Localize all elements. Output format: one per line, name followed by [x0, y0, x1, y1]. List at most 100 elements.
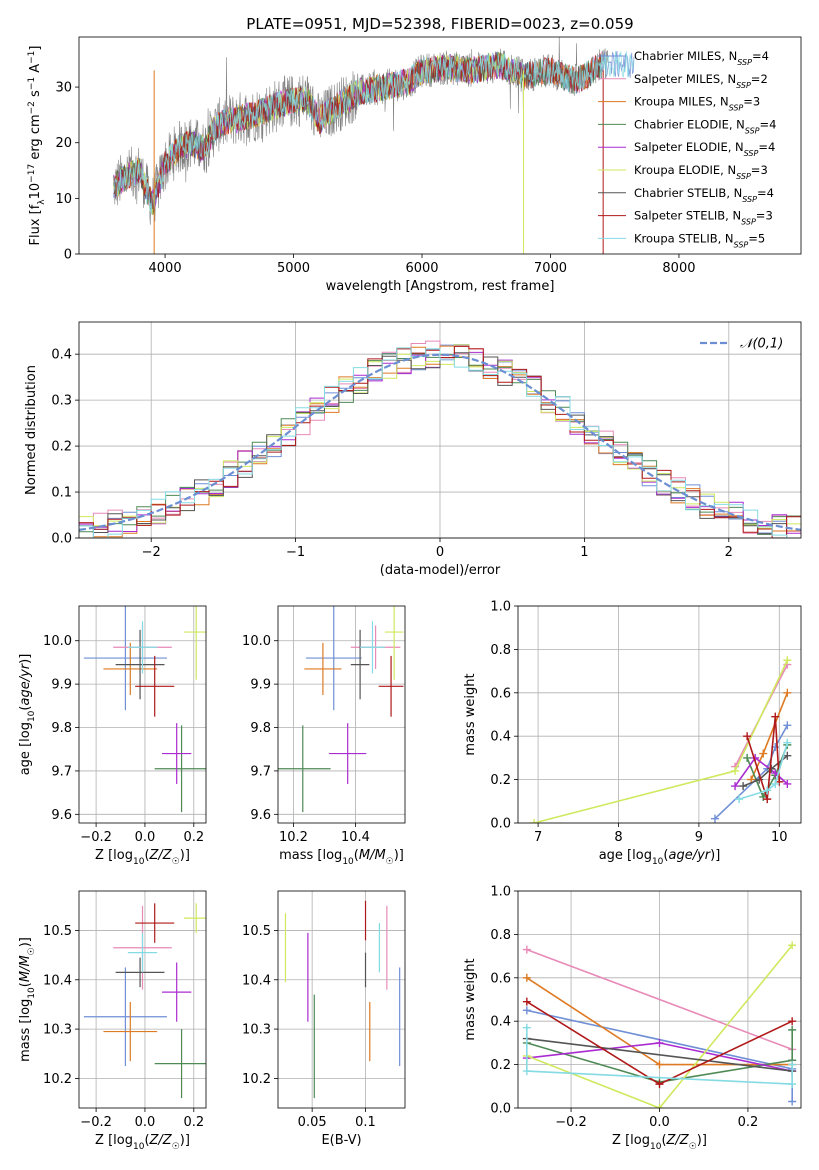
axes-frame: [78, 605, 207, 824]
errorbar-point: [378, 655, 404, 717]
x-tick-label: 0.0: [135, 1115, 156, 1130]
weight-marker: [522, 1023, 531, 1032]
x-axis-label: Z [log10(Z/Z☉)]: [95, 848, 190, 867]
errorbar-point: [127, 932, 158, 973]
weight-series-line: [526, 948, 793, 1051]
weight-marker: [731, 782, 740, 791]
x-axis-label: Z [log10(Z/Z☉)]: [612, 1133, 707, 1152]
legend-entry: Kroupa ELODIE, NSSP=3: [634, 163, 768, 181]
model-spectrum: [113, 51, 635, 215]
y-tick-label: 9.9: [250, 678, 271, 693]
plot-area: [113, 37, 635, 254]
y-tick-label: 10.3: [43, 1023, 72, 1038]
weight-marker: [788, 1080, 797, 1089]
weight-marker: [771, 712, 780, 721]
weight-series-line: [526, 1029, 793, 1083]
x-tick-label: 0.2: [183, 830, 204, 845]
errorbar-point: [162, 723, 192, 784]
x-axis-label: mass [log10(M/M☉)]: [279, 848, 404, 867]
weight-marker: [655, 1060, 664, 1069]
errorbar-point: [135, 903, 175, 943]
y-tick-label: 10: [55, 192, 72, 207]
x-tick-label: 6000: [405, 261, 438, 276]
y-tick-label: 10.5: [43, 924, 72, 939]
weight-vs-age-panel: 7 8 9 10 0.0 0.2 0.4 0.6 0.8 1.0 age [log10(age/yr…: [463, 600, 802, 867]
y-tick-label: 10.5: [242, 924, 271, 939]
legend-entry: 𝒩(0,1): [740, 337, 783, 352]
axes-frame: [78, 321, 802, 539]
errorbar-point: [83, 967, 167, 1067]
axes-frame: [517, 890, 802, 1109]
weight-marker: [788, 1025, 797, 1034]
x-tick-label: 7000: [534, 261, 567, 276]
weight-marker: [655, 1080, 664, 1089]
y-tick-label: 0.1: [51, 486, 72, 501]
errorbar-point: [162, 962, 192, 1022]
weight-marker: [522, 1067, 531, 1076]
x-axis-label: E(B-V): [321, 1133, 361, 1148]
errorbar-point: [350, 629, 370, 700]
weight-marker: [743, 753, 752, 762]
y-tick-label: 10.4: [43, 973, 72, 988]
x-tick-label: 0.0: [649, 1115, 670, 1130]
y-tick-label: 10.0: [242, 634, 271, 649]
plot-area: [530, 656, 792, 823]
errorbar-point: [83, 606, 167, 711]
weight-marker: [522, 945, 531, 954]
x-tick-label: 4000: [149, 261, 182, 276]
y-axis-label: mass [log10(M/M☉)]: [18, 937, 37, 1062]
y-tick-label: 9.6: [51, 808, 72, 823]
y-tick-label: 0.3: [51, 394, 72, 409]
legend-entry: Salpeter MILES, NSSP=2: [634, 72, 768, 90]
age-vs-mass-panel: 10.2 10.4 9.6 9.7 9.8 9.9 10.0 mass [log10(M/M☉…: [242, 605, 406, 867]
y-tick-label: 10.2: [43, 1072, 72, 1087]
weight-marker: [783, 779, 792, 788]
x-tick-label: −0.2: [80, 830, 112, 845]
x-tick-label: 0.2: [183, 1115, 204, 1130]
axes-frame: [277, 605, 406, 824]
y-tick-label: 9.7: [51, 764, 72, 779]
x-tick-label: −1: [286, 545, 305, 560]
y-tick-label: 0.2: [51, 440, 72, 455]
weight-marker: [522, 973, 531, 982]
axes-frame: [78, 890, 207, 1109]
y-axis-label: mass weight: [463, 958, 478, 1040]
weight-marker: [763, 786, 772, 795]
y-tick-label: 0.6: [490, 971, 511, 986]
normal-curve: [79, 353, 801, 531]
y-tick-label: 0.0: [490, 817, 511, 832]
weight-vs-metallicity-panel: −0.2 0.0 0.2 0.0 0.2 0.4 0.6 0.8 1.0 Z [log10(Z/Z…: [463, 885, 802, 1152]
plot-area: [79, 340, 801, 538]
x-tick-label: 0.2: [738, 1115, 759, 1130]
y-tick-label: 0.2: [490, 1058, 511, 1073]
errorbar-point: [154, 725, 206, 813]
plot-area: [522, 941, 797, 1108]
weight-marker: [655, 1104, 664, 1108]
y-axis-label: Flux [fλ10−17 erg cm−2 s−1 A−1]: [27, 46, 47, 246]
y-tick-label: 0.8: [490, 928, 511, 943]
errorbar-point: [184, 903, 206, 933]
weight-series-line: [746, 716, 781, 800]
x-axis-label: wavelength [Angstrom, rest frame]: [326, 279, 555, 294]
y-tick-label: 9.8: [51, 721, 72, 736]
x-tick-label: 8000: [662, 261, 695, 276]
x-tick-label: −0.2: [555, 1115, 587, 1130]
x-tick-label: 0.1: [355, 1115, 376, 1130]
weight-marker: [788, 1097, 797, 1106]
errorbar-point: [103, 1001, 158, 1062]
y-tick-label: 0.0: [490, 1102, 511, 1117]
x-axis-label: Z [log10(Z/Z☉)]: [95, 1133, 190, 1152]
errorbar-point: [360, 621, 385, 674]
weight-series-line: [738, 742, 789, 800]
legend-entry: Chabrier ELODIE, NSSP=4: [634, 117, 776, 135]
residual-histogram-step: [79, 347, 801, 538]
weight-marker: [783, 688, 792, 697]
x-axis-label: age [log10(age/yr)]: [599, 848, 721, 867]
age-vs-metallicity-panel: −0.2 0.0 0.2 9.6 9.7 9.8 9.9 10.0 Z [log10(Z/Z☉)…: [18, 605, 207, 867]
x-tick-label: 8: [614, 830, 622, 845]
weight-marker: [735, 795, 744, 804]
residual-histogram-panel: −2 −1 0 1 2 0.0 0.1 0.2 0.3 0.4 (data-model)/error…: [24, 321, 802, 578]
x-tick-label: 0.0: [135, 830, 156, 845]
y-tick-label: 0.8: [490, 643, 511, 658]
